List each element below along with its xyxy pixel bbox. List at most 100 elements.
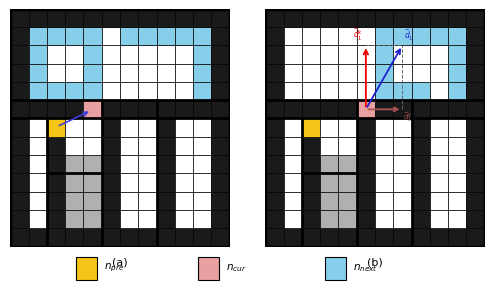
Bar [448, 9, 466, 27]
Bar [47, 192, 65, 210]
Bar [212, 155, 230, 173]
Bar [156, 100, 175, 118]
Bar [320, 210, 338, 228]
Bar [175, 64, 193, 82]
Bar [265, 27, 283, 45]
Bar [412, 100, 430, 118]
Bar [338, 210, 356, 228]
Bar [302, 9, 320, 27]
Bar [338, 228, 356, 246]
Bar [320, 45, 338, 64]
Bar [193, 210, 212, 228]
Bar [394, 100, 411, 118]
Bar [356, 82, 375, 100]
Bar [394, 118, 411, 137]
Bar [356, 100, 375, 118]
Bar [302, 118, 320, 137]
Bar [325, 257, 346, 280]
Bar [302, 173, 320, 192]
Bar [430, 64, 448, 82]
Bar [394, 9, 411, 27]
Text: $n_{next}$: $n_{next}$ [354, 262, 378, 274]
Bar [84, 100, 102, 118]
Bar [138, 192, 156, 210]
Bar [356, 155, 375, 173]
Bar [102, 27, 120, 45]
Bar [47, 9, 65, 27]
Bar [394, 45, 411, 64]
Bar [10, 228, 29, 246]
Bar [412, 118, 430, 137]
Bar [102, 100, 120, 118]
Bar [175, 155, 193, 173]
Bar [84, 210, 102, 228]
Bar [138, 118, 156, 137]
Bar [102, 210, 120, 228]
Bar [47, 228, 65, 246]
Bar [302, 27, 320, 45]
Bar [65, 100, 84, 118]
Bar [193, 173, 212, 192]
Bar [284, 173, 302, 192]
Bar [338, 64, 356, 82]
Bar [448, 210, 466, 228]
Bar [65, 27, 84, 45]
Bar [430, 100, 448, 118]
Bar [10, 64, 29, 82]
Bar [28, 100, 47, 118]
Bar [212, 118, 230, 137]
Bar [356, 27, 375, 45]
Bar [156, 137, 175, 155]
Bar [394, 192, 411, 210]
Bar [466, 27, 485, 45]
Bar [284, 192, 302, 210]
Bar [28, 173, 47, 192]
Bar [28, 64, 47, 82]
Bar [84, 45, 102, 64]
Bar [466, 118, 485, 137]
Bar [448, 173, 466, 192]
Bar [102, 9, 120, 27]
Text: $\vec{d}_1$: $\vec{d}_1$ [404, 28, 414, 44]
Bar [76, 257, 97, 280]
Bar [65, 118, 84, 137]
Bar [338, 173, 356, 192]
Bar [284, 45, 302, 64]
Bar [102, 45, 120, 64]
Bar [28, 155, 47, 173]
Bar [284, 27, 302, 45]
Bar [430, 173, 448, 192]
Bar [175, 100, 193, 118]
Bar [10, 137, 29, 155]
Bar [120, 192, 139, 210]
Bar [302, 155, 320, 173]
Bar [430, 137, 448, 155]
Bar [356, 173, 375, 192]
Bar [65, 64, 84, 82]
Bar [302, 137, 320, 155]
Bar [120, 27, 139, 45]
Text: (b): (b) [367, 258, 383, 267]
Bar [412, 228, 430, 246]
Bar [466, 100, 485, 118]
Bar [394, 137, 411, 155]
Bar [338, 100, 356, 118]
Bar [430, 192, 448, 210]
Bar [338, 82, 356, 100]
Bar [412, 155, 430, 173]
Bar [120, 228, 139, 246]
Bar [466, 9, 485, 27]
Text: $\vec{d}_1^x$: $\vec{d}_1^x$ [353, 27, 363, 44]
Bar [84, 228, 102, 246]
Bar [84, 137, 102, 155]
Bar [10, 155, 29, 173]
Bar [466, 155, 485, 173]
Bar [102, 192, 120, 210]
Bar [320, 64, 338, 82]
Bar [102, 82, 120, 100]
Bar [47, 210, 65, 228]
Bar [448, 137, 466, 155]
Bar [175, 192, 193, 210]
Bar [65, 137, 84, 155]
Bar [448, 100, 466, 118]
